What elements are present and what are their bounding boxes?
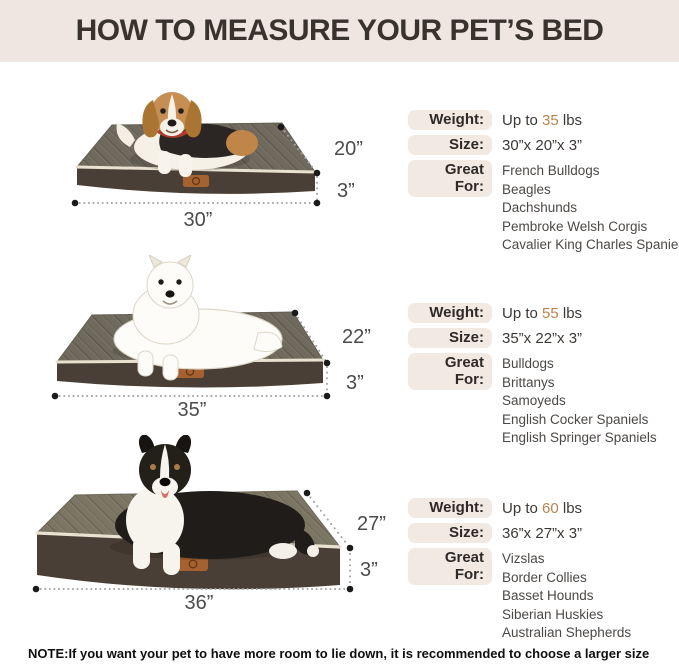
weight-label: Weight: [408, 303, 492, 323]
size-row: Size: 35”x 22”x 3” [408, 328, 676, 348]
dimension-label-width: 30” [184, 209, 213, 231]
dimension-label-depth: 27” [357, 513, 386, 535]
breed-list: Vizslas Border Collies Basset Hounds Sib… [492, 548, 631, 643]
dimension-dots [71, 123, 321, 207]
size-value: 30”x 20”x 3” [502, 137, 583, 154]
breed-item: Bulldogs [502, 356, 554, 371]
breed-list: French Bulldogs Beagles Dachshunds Pembr… [492, 160, 679, 255]
weight-prefix: Up to [502, 305, 543, 322]
weight-row: Weight: Up to 35 lbs [408, 110, 676, 130]
dog-illustration-beagle [116, 92, 258, 177]
dimension-label-height: 3” [346, 372, 364, 394]
spec-block-medium: Weight: Up to 55 lbs Size: 35”x 22”x 3” … [408, 303, 676, 453]
weight-label: Weight: [408, 498, 492, 518]
page-title: HOW TO MEASURE YOUR PET’S BED [75, 14, 604, 47]
bed-diagram-medium: 22” 3” 35” [51, 255, 371, 421]
title-band: HOW TO MEASURE YOUR PET’S BED [0, 0, 679, 62]
weight-number: 35 [542, 112, 559, 129]
breed-item: English Cocker Spaniels [502, 411, 649, 427]
weight-suffix: lbs [558, 112, 583, 129]
breed-item: Border Collies [502, 569, 587, 585]
breed-item: Basset Hounds [502, 588, 594, 604]
size-label: Size: [408, 523, 492, 543]
footnote: NOTE:If you want your pet to have more r… [28, 646, 650, 661]
dimension-label-width: 35” [178, 399, 207, 421]
weight-row: Weight: Up to 60 lbs [408, 498, 676, 518]
breed-item: Vizslas [502, 551, 545, 566]
great-for-label: Great For: [408, 160, 492, 197]
dimension-lines [74, 126, 318, 204]
great-for-label: Great For: [408, 353, 492, 390]
dimension-lines [54, 312, 328, 397]
size-label: Size: [408, 328, 492, 348]
dimension-lines [35, 492, 351, 590]
bed-diagram-small: 20” 3” 30” [71, 92, 363, 231]
weight-label: Weight: [408, 110, 492, 130]
breed-item: Siberian Huskies [502, 606, 604, 622]
weight-prefix: Up to [502, 500, 543, 517]
great-for-row: Great For: Bulldogs Brittanys Samoyeds E… [408, 353, 676, 448]
weight-suffix: lbs [558, 305, 583, 322]
brand-patch [178, 557, 208, 571]
dimension-dots [51, 309, 331, 400]
dimension-dots [32, 489, 354, 593]
breed-item: English Springer Spaniels [502, 430, 657, 446]
spec-block-large: Weight: Up to 60 lbs Size: 36”x 27”x 3” … [408, 498, 676, 648]
weight-row: Weight: Up to 55 lbs [408, 303, 676, 323]
weight-value: Up to 35 lbs [492, 110, 582, 129]
weight-number: 55 [542, 305, 559, 322]
dimension-label-height: 3” [360, 559, 378, 581]
dimension-label-width: 36” [185, 592, 214, 614]
breed-item: French Bulldogs [502, 163, 600, 178]
weight-value: Up to 60 lbs [492, 498, 582, 517]
great-for-row: Great For: French Bulldogs Beagles Dachs… [408, 160, 679, 255]
dimension-label-height: 3” [337, 180, 355, 202]
size-row: Size: 30”x 20”x 3” [408, 135, 676, 155]
great-for-row: Great For: Vizslas Border Collies Basset… [408, 548, 676, 643]
bed-diagram-large: 27” 3” 36” [32, 435, 386, 614]
size-value: 36”x 27”x 3” [502, 525, 583, 542]
spec-block-small: Weight: Up to 35 lbs Size: 30”x 20”x 3” … [408, 110, 679, 260]
breed-item: Samoyeds [502, 393, 566, 409]
breed-item: Dachshunds [502, 200, 578, 216]
breed-item: Cavalier King Charles Spaniels [502, 237, 679, 253]
dimension-label-depth: 22” [342, 326, 371, 348]
weight-number: 60 [542, 500, 559, 517]
dog-illustration-border-collie [110, 435, 319, 575]
size-row: Size: 36”x 27”x 3” [408, 523, 676, 543]
breed-item: Australian Shepherds [502, 625, 632, 641]
breed-item: Brittanys [502, 374, 555, 390]
weight-suffix: lbs [558, 500, 583, 517]
great-for-label: Great For: [408, 548, 492, 585]
brand-patch [183, 175, 209, 187]
dog-illustration-samoyed [112, 255, 283, 381]
breed-list: Bulldogs Brittanys Samoyeds English Cock… [492, 353, 657, 448]
weight-value: Up to 55 lbs [492, 303, 582, 322]
breed-item: Pembroke Welsh Corgis [502, 218, 648, 234]
breed-item: Beagles [502, 181, 551, 197]
size-label: Size: [408, 135, 492, 155]
weight-prefix: Up to [502, 112, 543, 129]
size-value: 35”x 22”x 3” [502, 330, 583, 347]
dimension-label-depth: 20” [334, 138, 363, 160]
